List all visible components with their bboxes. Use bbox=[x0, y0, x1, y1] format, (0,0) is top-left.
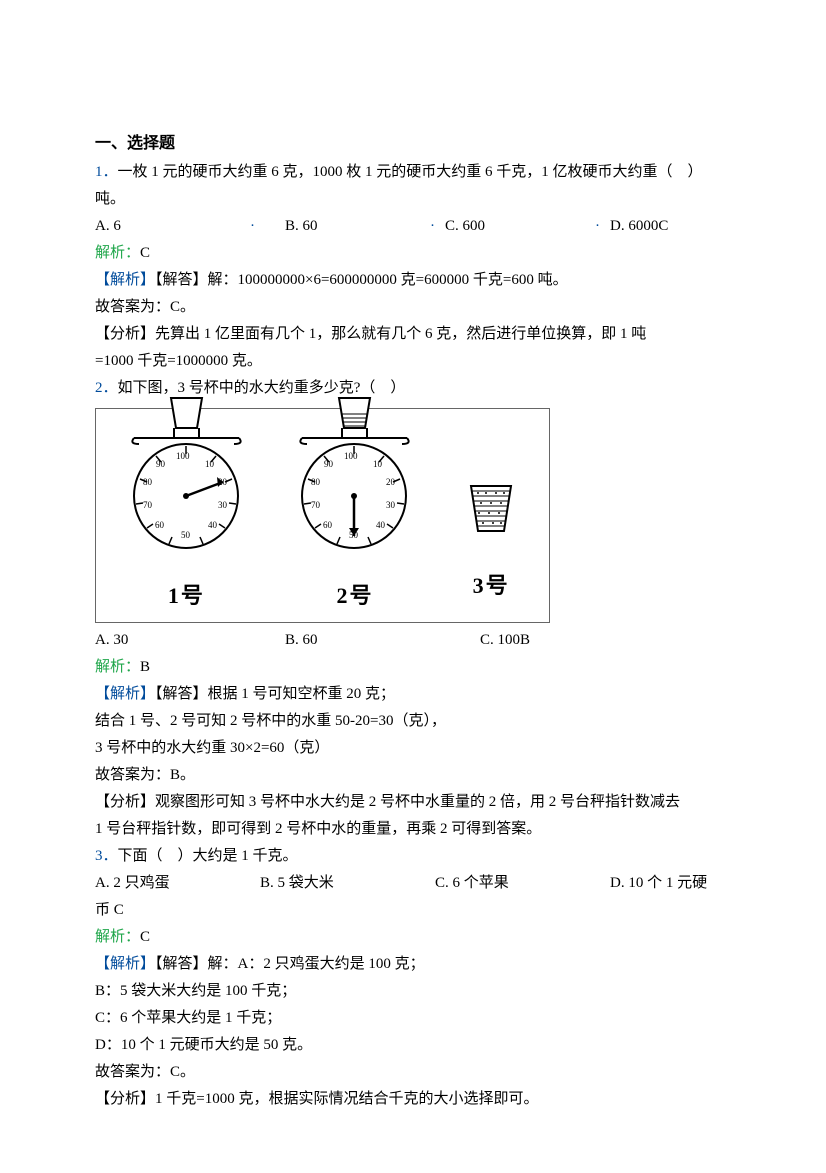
q3-opt-a: A. 2 只鸡蛋 bbox=[95, 870, 260, 897]
q1-text: 一枚 1 元的硬币大约重 6 克，1000 枚 1 元的硬币大约重 6 千克，1… bbox=[95, 164, 703, 207]
svg-text:60: 60 bbox=[323, 520, 333, 530]
q2-options: A. 30 B. 60 C. 100B bbox=[95, 627, 731, 654]
svg-text:80: 80 bbox=[143, 477, 153, 487]
q2-line3: 3 号杯中的水大约重 30×2=60（克） bbox=[95, 735, 731, 762]
expl-prefix: 【解析】 bbox=[95, 686, 155, 702]
scale-1-label: 1号 bbox=[119, 576, 254, 616]
scale-2: 100 10 20 30 40 50 60 70 80 90 2号 bbox=[287, 396, 422, 616]
q2-number: 2． bbox=[95, 380, 118, 396]
q1-opt-b: B. 60 bbox=[285, 213, 430, 240]
q1-line3a: 【分析】先算出 1 亿里面有几个 1，那么就有几个 6 克，然后进行单位换算，即… bbox=[95, 321, 731, 348]
q1-opt-c: C. 600 bbox=[445, 213, 595, 240]
q3-d-cont: 币 bbox=[95, 902, 110, 918]
svg-text:50: 50 bbox=[181, 530, 191, 540]
q2-line2: 结合 1 号、2 号可知 2 号杯中的水重 50-20=30（克）， bbox=[95, 708, 731, 735]
svg-text:40: 40 bbox=[376, 520, 386, 530]
q2-opt-b: B. 60 bbox=[285, 627, 480, 654]
q3-jiexi: 解析：C bbox=[95, 924, 731, 951]
svg-text:20: 20 bbox=[386, 477, 396, 487]
svg-text:10: 10 bbox=[373, 459, 383, 469]
q3-line6: 【分析】1 千克=1000 克，根据实际情况结合千克的大小选择即可。 bbox=[95, 1086, 731, 1113]
q3-jiexi-ans: C bbox=[140, 929, 150, 945]
jiexi-label: 解析： bbox=[95, 659, 140, 675]
question-3: 3．下面（ ）大约是 1 千克。 bbox=[95, 843, 731, 870]
svg-text:70: 70 bbox=[311, 500, 321, 510]
q2-line5a: 【分析】观察图形可知 3 号杯中水大约是 2 号杯中水重量的 2 倍，用 2 号… bbox=[95, 789, 731, 816]
dot: · bbox=[595, 213, 610, 240]
q1-line1: 【解答】解：100000000×6=600000000 克=600000 千克=… bbox=[155, 272, 568, 288]
svg-text:10: 10 bbox=[205, 459, 215, 469]
q1-options: A. 6 · B. 60 · C. 600 · D. 6000C bbox=[95, 213, 731, 240]
q3-line2: B：5 袋大米大约是 100 千克； bbox=[95, 978, 731, 1005]
jiexi-label: 解析： bbox=[95, 245, 140, 261]
svg-text:80: 80 bbox=[311, 477, 321, 487]
svg-text:40: 40 bbox=[208, 520, 218, 530]
svg-text:70: 70 bbox=[143, 500, 153, 510]
q3-line5: 故答案为：C。 bbox=[95, 1059, 731, 1086]
q1-opt-a: A. 6 bbox=[95, 213, 250, 240]
q1-line3b: =1000 千克=1000000 克。 bbox=[95, 348, 731, 375]
expl-prefix: 【解析】 bbox=[95, 956, 155, 972]
q3-opt-d-cont: 币 C bbox=[95, 897, 731, 924]
q1-jiexi: 解析：C bbox=[95, 240, 731, 267]
dot: · bbox=[250, 213, 285, 240]
scale-1-svg: 100 10 20 30 40 50 60 70 80 90 bbox=[119, 396, 254, 566]
q2-line5b: 1 号台秤指针数，即可得到 2 号杯中水的重量，再乘 2 可得到答案。 bbox=[95, 816, 731, 843]
q2-figure: 100 10 20 30 40 50 60 70 80 90 1号 bbox=[95, 408, 550, 623]
scale-1: 100 10 20 30 40 50 60 70 80 90 1号 bbox=[119, 396, 254, 616]
question-1: 1．一枚 1 元的硬币大约重 6 克，1000 枚 1 元的硬币大约重 6 千克… bbox=[95, 159, 731, 213]
svg-text:30: 30 bbox=[386, 500, 396, 510]
q3-opt-b: B. 5 袋大米 bbox=[260, 870, 435, 897]
svg-text:60: 60 bbox=[155, 520, 165, 530]
dot: · bbox=[430, 213, 445, 240]
q1-expl-1: 【解析】【解答】解：100000000×6=600000000 克=600000… bbox=[95, 267, 731, 294]
svg-text:90: 90 bbox=[156, 459, 166, 469]
document-page: 一、选择题 1．一枚 1 元的硬币大约重 6 克，1000 枚 1 元的硬币大约… bbox=[0, 0, 826, 1173]
q1-answer-suffix: C bbox=[658, 213, 668, 240]
q2-answer-suffix: B bbox=[520, 627, 530, 654]
cup-3-label: 3号 bbox=[456, 566, 526, 606]
expl-prefix: 【解析】 bbox=[95, 272, 155, 288]
svg-text:100: 100 bbox=[344, 451, 358, 461]
q1-line2: 故答案为：C。 bbox=[95, 294, 731, 321]
cup-3: 3号 bbox=[456, 476, 526, 606]
svg-text:100: 100 bbox=[176, 451, 190, 461]
q2-text: 如下图，3 号杯中的水大约重多少克?（ ） bbox=[118, 380, 406, 396]
jiexi-label: 解析： bbox=[95, 929, 140, 945]
q1-jiexi-ans: C bbox=[140, 245, 150, 261]
svg-text:90: 90 bbox=[324, 459, 334, 469]
scale-2-svg: 100 10 20 30 40 50 60 70 80 90 bbox=[287, 396, 422, 566]
q3-text: 下面（ ）大约是 1 千克。 bbox=[118, 848, 298, 864]
svg-text:30: 30 bbox=[218, 500, 228, 510]
q3-line4: D：10 个 1 元硬币大约是 50 克。 bbox=[95, 1032, 731, 1059]
q1-opt-d: D. 6000 bbox=[610, 213, 658, 240]
q3-line3: C：6 个苹果大约是 1 千克； bbox=[95, 1005, 731, 1032]
q2-opt-c: C. 100 bbox=[480, 627, 520, 654]
q2-opt-a: A. 30 bbox=[95, 627, 285, 654]
q3-opt-c: C. 6 个苹果 bbox=[435, 870, 610, 897]
q3-line1: 【解答】解：A：2 只鸡蛋大约是 100 克； bbox=[155, 956, 425, 972]
q3-answer-suffix: C bbox=[114, 902, 124, 918]
cup-3-svg bbox=[456, 476, 526, 556]
q3-expl-1: 【解析】【解答】解：A：2 只鸡蛋大约是 100 克； bbox=[95, 951, 731, 978]
q2-expl-1: 【解析】【解答】根据 1 号可知空杯重 20 克； bbox=[95, 681, 731, 708]
section-title: 一、选择题 bbox=[95, 130, 731, 159]
q1-number: 1． bbox=[95, 164, 118, 180]
q2-jiexi-ans: B bbox=[140, 659, 150, 675]
q2-jiexi: 解析：B bbox=[95, 654, 731, 681]
q3-options: A. 2 只鸡蛋 B. 5 袋大米 C. 6 个苹果 D. 10 个 1 元硬 bbox=[95, 870, 731, 897]
q2-line4: 故答案为：B。 bbox=[95, 762, 731, 789]
q3-number: 3． bbox=[95, 848, 118, 864]
q2-line1: 【解答】根据 1 号可知空杯重 20 克； bbox=[155, 686, 395, 702]
q3-opt-d: D. 10 个 1 元硬 bbox=[610, 870, 707, 897]
scale-2-label: 2号 bbox=[287, 576, 422, 616]
